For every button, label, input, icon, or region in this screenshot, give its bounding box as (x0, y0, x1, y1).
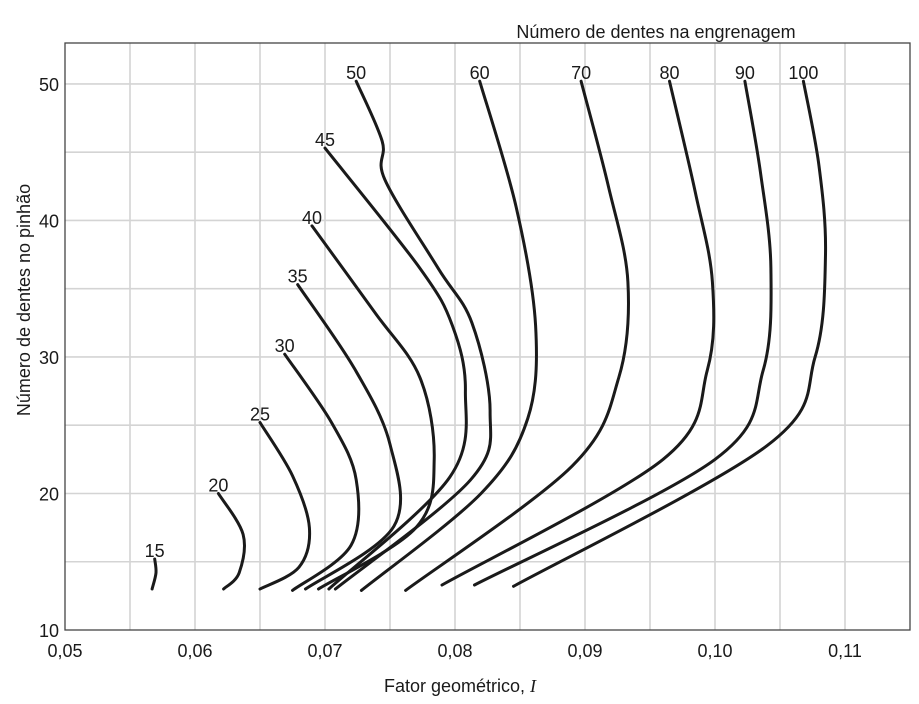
plot-frame (64, 42, 911, 631)
y-tick-label: 30 (39, 348, 59, 368)
x-tick-label: 0,05 (47, 641, 82, 661)
curve-30 (283, 352, 361, 592)
curve-60 (359, 79, 538, 592)
curve-20 (216, 492, 246, 591)
curve-80 (440, 79, 716, 587)
x-tick-label: 0,06 (177, 641, 212, 661)
y-tick-label: 10 (39, 621, 59, 641)
curve-label-35: 35 (288, 267, 308, 287)
x-tick-label: 0,08 (437, 641, 472, 661)
plot-border (64, 42, 911, 631)
curves (150, 79, 828, 592)
x-axis-ticks: 0,05 0,06 0,07 0,08 0,09 0,10 0,11 (47, 641, 861, 661)
curve-label-30: 30 (275, 336, 295, 356)
curve-35 (296, 283, 403, 591)
y-axis-title: Número de dentes no pinhão (14, 184, 34, 416)
curve-90 (473, 79, 773, 587)
x-tick-label: 0,11 (828, 641, 862, 661)
curve-70 (404, 79, 630, 592)
curve-100 (512, 79, 828, 588)
curve-label-20: 20 (208, 475, 228, 495)
curve-45 (323, 146, 468, 591)
x-axis-symbol: I (529, 676, 537, 696)
y-tick-label: 50 (39, 75, 59, 95)
x-tick-label: 0,09 (567, 641, 602, 661)
x-tick-label: 0,10 (697, 641, 732, 661)
curve-label-50: 50 (346, 63, 366, 83)
curve-labels: 15 20 25 30 35 40 45 50 60 70 80 90 100 (145, 63, 819, 561)
curve-label-60: 60 (470, 63, 490, 83)
curve-40 (310, 224, 436, 591)
x-axis-title-text: Fator geométrico, (384, 676, 525, 696)
curve-label-25: 25 (250, 405, 270, 425)
curve-15 (150, 557, 158, 591)
curve-50 (333, 79, 493, 591)
legend-title: Número de dentes na engrenagem (516, 22, 795, 42)
y-axis-ticks: 10 20 30 40 50 (39, 75, 59, 641)
grid (65, 43, 910, 630)
curve-label-80: 80 (659, 63, 679, 83)
y-tick-label: 40 (39, 211, 59, 231)
curve-label-70: 70 (571, 63, 591, 83)
curve-25 (258, 421, 312, 591)
curve-label-100: 100 (788, 63, 818, 83)
curve-label-45: 45 (315, 130, 335, 150)
curve-label-40: 40 (302, 208, 322, 228)
curve-label-90: 90 (735, 63, 755, 83)
curve-label-15: 15 (145, 541, 165, 561)
x-tick-label: 0,07 (307, 641, 342, 661)
y-tick-label: 20 (39, 484, 59, 504)
x-axis-title: Fator geométrico, I (384, 676, 537, 696)
